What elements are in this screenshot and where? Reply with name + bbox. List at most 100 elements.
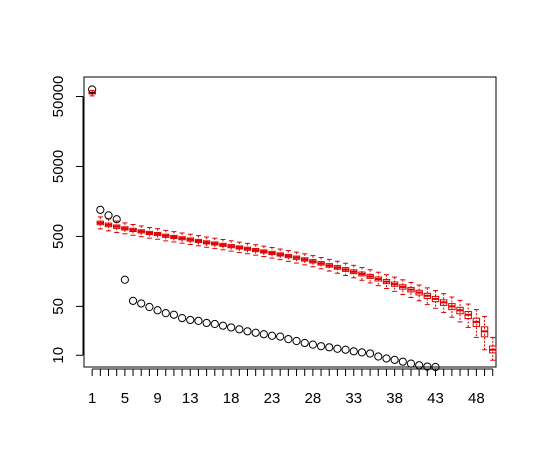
data-point bbox=[292, 336, 301, 346]
box-mark bbox=[96, 216, 105, 230]
data-point bbox=[284, 335, 293, 344]
data-point bbox=[169, 310, 179, 319]
x-tick-label: 1 bbox=[88, 390, 96, 407]
box-mark bbox=[350, 264, 358, 279]
box-mark bbox=[423, 287, 432, 306]
y-tick-label: 500 bbox=[50, 224, 67, 249]
box-mark bbox=[129, 224, 137, 236]
box-mark bbox=[472, 309, 481, 338]
data-point bbox=[210, 319, 219, 329]
data-point bbox=[276, 332, 285, 341]
data-point bbox=[333, 344, 342, 353]
data-point bbox=[104, 211, 113, 220]
box-mark bbox=[309, 255, 317, 268]
data-point bbox=[120, 275, 129, 284]
x-tick-label: 28 bbox=[305, 390, 322, 407]
data-point bbox=[382, 354, 391, 363]
box-mark bbox=[162, 229, 170, 242]
data-point bbox=[218, 321, 228, 330]
box-mark bbox=[137, 225, 145, 238]
data-point bbox=[349, 347, 358, 356]
box-mark bbox=[439, 293, 448, 313]
box-mark bbox=[456, 299, 464, 323]
box-mark bbox=[178, 232, 186, 244]
x-tick-label: 5 bbox=[121, 390, 129, 407]
data-point bbox=[137, 299, 146, 308]
box-mark bbox=[448, 296, 456, 318]
box-mark bbox=[194, 235, 203, 247]
box-mark bbox=[399, 279, 407, 295]
data-point bbox=[357, 348, 367, 357]
data-point bbox=[194, 316, 203, 326]
data-point bbox=[145, 302, 154, 312]
box-mark bbox=[382, 274, 391, 290]
data-point bbox=[308, 340, 317, 349]
box-mark bbox=[374, 271, 382, 287]
data-point bbox=[300, 338, 309, 348]
box-mark bbox=[464, 303, 472, 328]
box-mark bbox=[341, 262, 350, 277]
box-mark bbox=[333, 260, 342, 274]
box-mark bbox=[415, 284, 423, 302]
x-axis: 1 5 9 13 18 23 28 33 38 43 48 bbox=[88, 368, 494, 407]
box-mark bbox=[153, 228, 162, 240]
data-point bbox=[251, 328, 260, 337]
box-mark bbox=[235, 241, 244, 253]
box-mark bbox=[366, 269, 374, 284]
box-mark bbox=[121, 222, 129, 235]
box-mark bbox=[301, 253, 309, 266]
box-mark bbox=[145, 227, 154, 239]
data-point bbox=[96, 205, 105, 214]
x-tick-label: 23 bbox=[264, 390, 281, 407]
box-mark bbox=[170, 231, 178, 243]
box-mark bbox=[358, 266, 366, 281]
box-mark bbox=[227, 240, 235, 252]
box-mark bbox=[243, 242, 252, 255]
data-point bbox=[186, 315, 195, 325]
data-point bbox=[415, 361, 424, 370]
box-mark bbox=[431, 290, 440, 309]
box-mark bbox=[317, 256, 325, 270]
x-tick-label: 13 bbox=[182, 390, 199, 407]
box-mark bbox=[407, 281, 415, 298]
data-point bbox=[88, 85, 97, 94]
box-series bbox=[88, 89, 497, 361]
data-point bbox=[390, 355, 399, 364]
data-point bbox=[202, 318, 211, 328]
data-point bbox=[161, 309, 170, 318]
data-point bbox=[398, 357, 407, 366]
data-point bbox=[406, 359, 416, 368]
y-tick-label: 50000 bbox=[50, 76, 67, 118]
x-tick-label: 33 bbox=[345, 390, 362, 407]
data-point bbox=[316, 342, 326, 351]
box-mark bbox=[284, 250, 293, 262]
data-point bbox=[341, 345, 350, 354]
box-mark bbox=[251, 244, 260, 256]
plot-frame bbox=[83, 76, 497, 368]
circle-series bbox=[88, 85, 440, 372]
box-mark bbox=[292, 251, 301, 264]
box-mark bbox=[489, 336, 497, 361]
box-mark bbox=[211, 237, 219, 249]
data-point bbox=[374, 352, 383, 361]
box-mark bbox=[202, 236, 211, 248]
box-mark bbox=[480, 315, 489, 351]
data-point bbox=[128, 296, 138, 305]
data-point bbox=[227, 323, 236, 332]
x-tick-label: 18 bbox=[223, 390, 240, 407]
box-mark bbox=[186, 233, 194, 246]
box-mark bbox=[219, 238, 227, 251]
data-point bbox=[235, 325, 244, 334]
data-point bbox=[153, 306, 162, 315]
box-mark bbox=[268, 247, 276, 259]
data-point bbox=[177, 313, 187, 323]
data-point bbox=[366, 349, 375, 358]
x-tick-label: 9 bbox=[153, 390, 161, 407]
y-tick-label: 10 bbox=[50, 347, 67, 364]
y-tick-label: 50 bbox=[50, 298, 67, 315]
box-mark bbox=[260, 245, 268, 258]
data-point bbox=[325, 343, 334, 352]
box-mark bbox=[104, 218, 113, 232]
data-point bbox=[267, 331, 277, 340]
